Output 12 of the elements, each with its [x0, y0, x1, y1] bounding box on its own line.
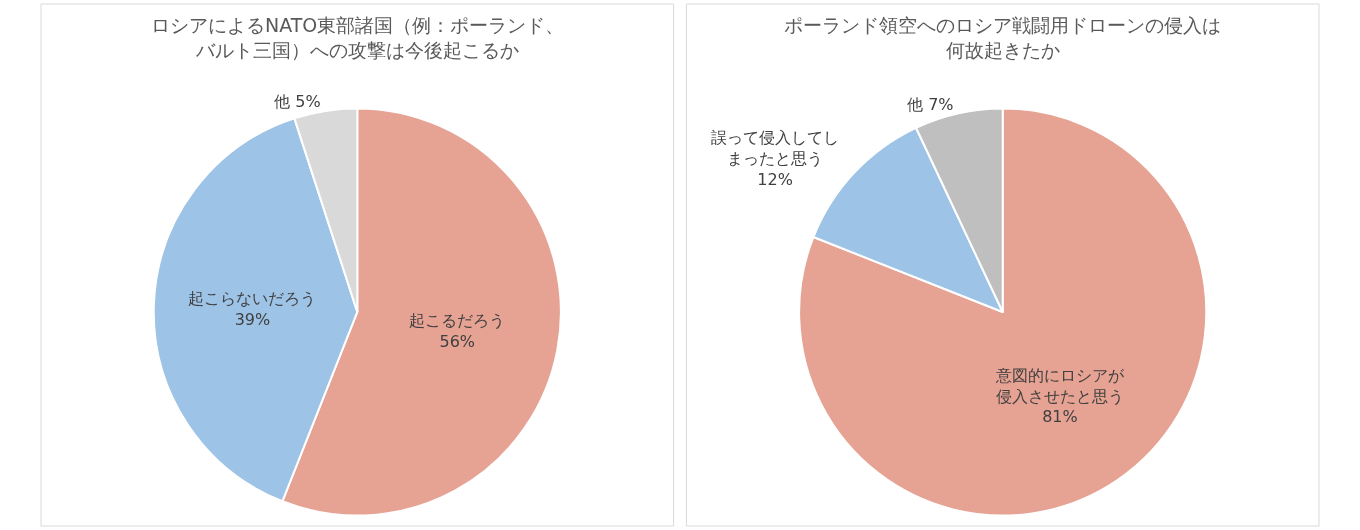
slice-label: 起こるだろう	[409, 311, 506, 331]
slice-label: 起こらないだろう	[188, 288, 317, 308]
slice-label: 他 5%	[274, 92, 321, 112]
data-label: 12%	[757, 169, 793, 189]
chart-title: ポーランド領空へのロシア戦闘用ドローンの侵入は何故起きたか	[784, 14, 1221, 61]
slice-label: 誤って侵入してしまったと思う	[711, 128, 840, 168]
data-label: 39%	[234, 309, 271, 329]
slice-label: 意図的にロシアが侵入させたと思う	[994, 365, 1125, 406]
data-label: 56%	[439, 331, 476, 351]
slice-label: 他 7%	[907, 94, 954, 114]
chart-title: ロシアによるNATO東部諸国（例：ポーランド、バルト三国）への攻撃は今後起こるか	[151, 14, 565, 61]
data-label: 81%	[1042, 407, 1078, 427]
